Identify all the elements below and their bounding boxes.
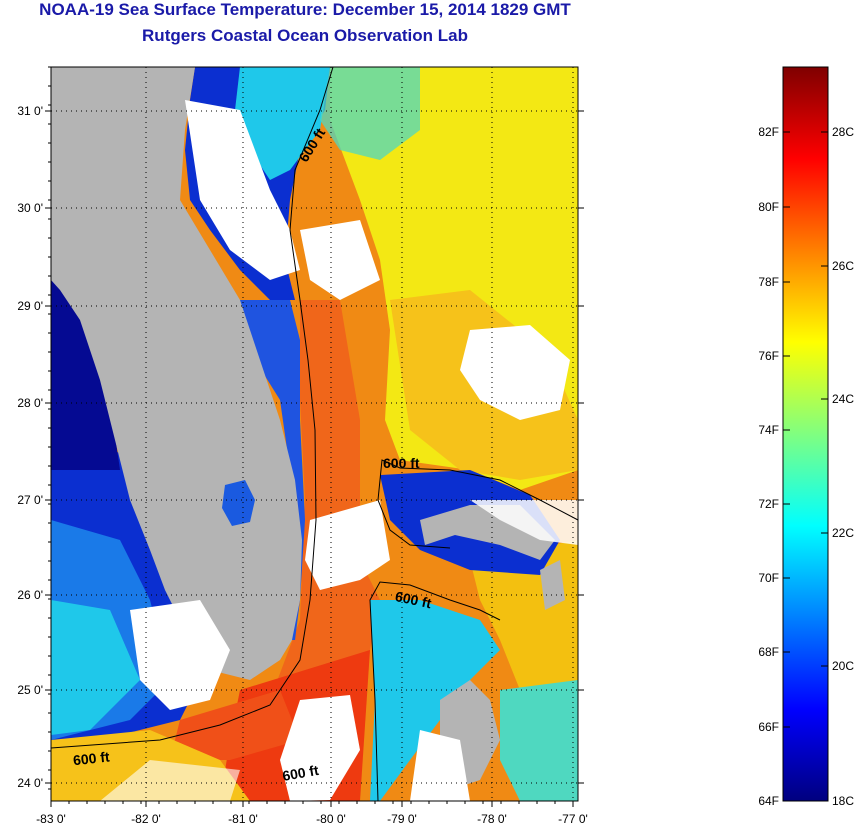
lat-tick-label: 31 0' [17,104,43,118]
cloud-north [185,100,300,280]
lon-tick-label: -80 0' [316,812,346,826]
contour-label: 600 ft [281,762,320,784]
lake-okeechobee [222,480,255,526]
contour-600ft-bahamas-north [377,459,578,549]
cloud-everglades [130,600,230,710]
cloud-andros [410,730,470,801]
great-bahama-bank [370,600,500,801]
bank-aqua-se [500,680,578,801]
cloud-gulf-south [100,760,240,801]
cloud-abaco [470,500,578,545]
cloud-south [280,695,360,801]
keys-red [170,690,300,760]
lat-tick-label: 27 0' [17,493,43,507]
contour-label: 600 ft [394,588,433,611]
contour-label: 600 ft [383,455,420,471]
chart-title: NOAA-19 Sea Surface Temperature: Decembe… [39,0,571,19]
map-frame [50,66,579,802]
cloud-straits [305,500,390,590]
aqua-patch-north [320,67,420,160]
florida-land [51,67,302,680]
cyan-shelf-north [235,67,330,180]
cloud-east [460,325,570,420]
lat-tick-label: 26 0' [17,588,43,602]
gulf-cyan [51,600,140,735]
lat-tick-label: 25 0' [17,683,43,697]
lon-tick-label: -82 0' [131,812,161,826]
chart-subtitle: Rutgers Coastal Ocean Observation Lab [142,26,468,45]
map-axes: -83 0' -82 0' -81 0' -80 0' -79 0' -78 0' -77 … [17,66,588,826]
lon-tick-label: -78 0' [477,812,507,826]
lat-tick-label: 24 0' [17,776,43,790]
lat-tick-label: 30 0' [17,201,43,215]
lon-tick-label: -81 0' [228,812,258,826]
lon-tick-label: -79 0' [387,812,417,826]
contour-label: 600 ft [72,748,110,768]
east-coast-strip [230,300,305,640]
cloud-north-2 [300,220,380,300]
contour-600ft-florida [51,67,334,749]
lat-tick-label: 29 0' [17,299,43,313]
lat-tick-label: 28 0' [17,396,43,410]
contour-600ft-bahamas-south [369,581,501,801]
eleuthera-island [540,560,565,610]
map-field [51,67,578,801]
lon-tick-label: -77 0' [558,812,588,826]
gulf-deep-blue [51,280,120,470]
lon-tick-label: -83 0' [36,812,66,826]
